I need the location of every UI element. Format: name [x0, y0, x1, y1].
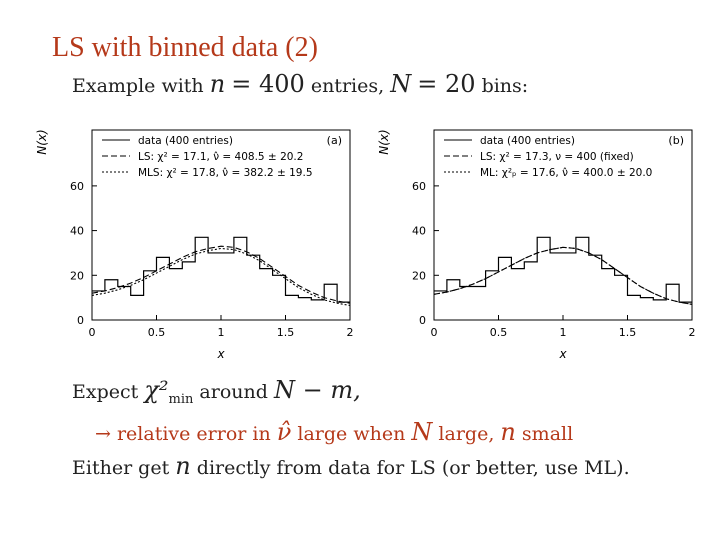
expect-prefix: Expect — [72, 381, 139, 403]
y-tick-label: 40 — [70, 225, 84, 238]
math-n-small: n — [500, 418, 516, 446]
example-prefix: Example with — [72, 75, 204, 97]
math-N-value: = 20 — [417, 70, 476, 98]
either-line: Either get n directly from data for LS (… — [72, 452, 630, 480]
x-axis-label: x — [558, 347, 567, 361]
legend-entry: MLS: χ² = 17.8, ν̂ = 382.2 ± 19.5 — [138, 167, 313, 179]
fit-curve — [91, 245, 351, 304]
x-tick-label: 1.5 — [277, 326, 295, 339]
relative-error-line: → relative error in ν̂ large when N larg… — [95, 418, 573, 446]
math-N: N — [390, 70, 412, 98]
math-n-value: = 400 — [231, 70, 305, 98]
x-tick-label: 2 — [347, 326, 354, 339]
x-tick-label: 2 — [689, 326, 696, 339]
legend-entry: data (400 entries) — [480, 135, 575, 147]
x-tick-label: 0 — [89, 326, 96, 339]
y-tick-label: 60 — [70, 180, 84, 193]
y-axis-label: N(x) — [377, 129, 391, 154]
legend-entry: ML: χ²ₚ = 17.6, ν̂ = 400.0 ± 20.0 — [480, 167, 652, 179]
slide-title: LS with binned data (2) — [52, 32, 318, 63]
x-tick-label: 0 — [431, 326, 438, 339]
y-axis-label: N(x) — [35, 129, 49, 154]
relerr-text-b: large when — [297, 423, 406, 445]
y-tick-label: 20 — [70, 269, 84, 282]
math-n-direct: n — [175, 452, 191, 480]
chart-panel-a: 0 0.5 1 1.5 2 0 20 40 60 x N(x) data (400 entries) L… — [30, 110, 360, 369]
either-text-b: directly from data for LS (or better, us… — [196, 457, 630, 479]
expect-line: Expect χ²min around N − m, — [72, 376, 361, 407]
y-tick-label: 0 — [419, 314, 426, 327]
math-min-subscript: min — [168, 391, 194, 407]
fit-curve — [91, 247, 351, 307]
example-entries: entries, — [310, 75, 385, 97]
y-tick-label: 0 — [77, 314, 84, 327]
histogram-steps — [434, 236, 692, 303]
x-tick-label: 1 — [218, 326, 225, 339]
fit-curve — [433, 246, 693, 305]
legend-entry: data (400 entries) — [138, 135, 233, 147]
panel-label: (a) — [327, 134, 342, 147]
x-tick-label: 1 — [560, 326, 567, 339]
legend-entry: LS: χ² = 17.3, ν = 400 (fixed) — [480, 151, 634, 163]
math-chi2: χ² — [144, 376, 169, 404]
either-text-a: Either get — [72, 457, 170, 479]
math-N-minus-m: N − m, — [273, 376, 361, 404]
x-axis-label: x — [216, 347, 225, 361]
example-line: Example with n = 400 entries, N = 20 bin… — [72, 70, 528, 98]
relerr-text-d: small — [521, 423, 574, 445]
x-tick-label: 1.5 — [619, 326, 637, 339]
legend-entry: LS: χ² = 17.1, ν̂ = 408.5 ± 20.2 — [138, 151, 303, 163]
x-tick-label: 0.5 — [148, 326, 166, 339]
fit-curve — [433, 246, 693, 305]
expect-around: around — [199, 381, 268, 403]
y-tick-label: 60 — [412, 180, 426, 193]
math-n: n — [209, 70, 226, 98]
y-tick-label: 40 — [412, 225, 426, 238]
x-tick-label: 0.5 — [490, 326, 508, 339]
chart-panel-b: 0 0.5 1 1.5 2 0 20 40 60 x N(x) data (400 entries) L… — [372, 110, 702, 369]
relerr-text-c: large, — [438, 423, 495, 445]
y-tick-label: 20 — [412, 269, 426, 282]
histogram-steps — [92, 236, 350, 303]
panel-label: (b) — [668, 134, 684, 147]
example-bins: bins: — [481, 75, 529, 97]
math-N-large: N — [411, 418, 433, 446]
math-nu-hat: ν̂ — [276, 418, 292, 446]
arrow-icon: → — [95, 423, 111, 445]
relerr-text-a: relative error in — [116, 423, 271, 445]
